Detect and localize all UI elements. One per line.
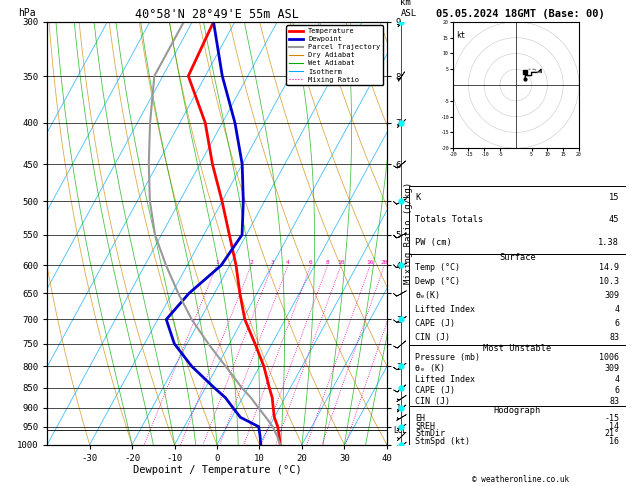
Text: 4: 4 xyxy=(615,375,620,384)
Bar xyxy=(409,345,626,406)
Text: -15: -15 xyxy=(604,415,620,423)
Text: LCL: LCL xyxy=(394,426,408,435)
Text: 6: 6 xyxy=(615,319,620,328)
Text: kt: kt xyxy=(456,31,465,40)
Text: CIN (J): CIN (J) xyxy=(415,333,450,342)
Text: θₑ(K): θₑ(K) xyxy=(415,291,440,300)
Text: 1006: 1006 xyxy=(599,353,620,362)
Text: CIN (J): CIN (J) xyxy=(415,397,450,405)
Text: 4: 4 xyxy=(286,260,290,265)
Text: Dewp (°C): Dewp (°C) xyxy=(415,278,460,286)
Text: StmSpd (kt): StmSpd (kt) xyxy=(415,436,470,446)
Text: 4: 4 xyxy=(615,305,620,314)
Text: © weatheronline.co.uk: © weatheronline.co.uk xyxy=(472,474,569,484)
Text: 3: 3 xyxy=(270,260,274,265)
Text: 1.38: 1.38 xyxy=(598,238,620,247)
Text: 10: 10 xyxy=(337,260,345,265)
Text: 309: 309 xyxy=(604,364,620,373)
Text: 8: 8 xyxy=(326,260,330,265)
Y-axis label: Mixing Ratio (g/kg): Mixing Ratio (g/kg) xyxy=(404,182,413,284)
Text: Totals Totals: Totals Totals xyxy=(415,215,484,224)
Text: 21°: 21° xyxy=(604,429,620,438)
Text: θₑ (K): θₑ (K) xyxy=(415,364,445,373)
Text: 45: 45 xyxy=(609,215,620,224)
Bar xyxy=(409,254,626,345)
Bar xyxy=(409,406,626,445)
Text: CAPE (J): CAPE (J) xyxy=(415,386,455,395)
Text: 15: 15 xyxy=(609,193,620,202)
Text: 6: 6 xyxy=(309,260,313,265)
Text: 16: 16 xyxy=(367,260,374,265)
Text: 83: 83 xyxy=(610,397,620,405)
Text: Pressure (mb): Pressure (mb) xyxy=(415,353,481,362)
Text: SREH: SREH xyxy=(415,422,435,431)
Text: Hodograph: Hodograph xyxy=(494,406,541,416)
Text: 1: 1 xyxy=(215,260,219,265)
Text: StmDir: StmDir xyxy=(415,429,445,438)
Text: 20: 20 xyxy=(381,260,388,265)
Text: K: K xyxy=(415,193,421,202)
Text: 83: 83 xyxy=(610,333,620,342)
Text: 6: 6 xyxy=(615,386,620,395)
Text: PW (cm): PW (cm) xyxy=(415,238,452,247)
Text: EH: EH xyxy=(415,415,425,423)
Text: km
ASL: km ASL xyxy=(401,0,416,17)
Text: Most Unstable: Most Unstable xyxy=(483,344,552,353)
Text: Temp (°C): Temp (°C) xyxy=(415,263,460,273)
Text: Lifted Index: Lifted Index xyxy=(415,305,476,314)
Legend: Temperature, Dewpoint, Parcel Trajectory, Dry Adiabat, Wet Adiabat, Isotherm, Mi: Temperature, Dewpoint, Parcel Trajectory… xyxy=(286,25,383,86)
Text: 16: 16 xyxy=(610,436,620,446)
Text: 2: 2 xyxy=(249,260,253,265)
Text: 05.05.2024 18GMT (Base: 00): 05.05.2024 18GMT (Base: 00) xyxy=(436,9,605,19)
Text: 14.9: 14.9 xyxy=(599,263,620,273)
Text: Lifted Index: Lifted Index xyxy=(415,375,476,384)
Text: 309: 309 xyxy=(604,291,620,300)
X-axis label: Dewpoint / Temperature (°C): Dewpoint / Temperature (°C) xyxy=(133,466,301,475)
Text: Surface: Surface xyxy=(499,253,536,261)
Text: CAPE (J): CAPE (J) xyxy=(415,319,455,328)
Text: hPa: hPa xyxy=(18,8,36,17)
Text: 14: 14 xyxy=(610,422,620,431)
Title: 40°58'N 28°49'E 55m ASL: 40°58'N 28°49'E 55m ASL xyxy=(135,8,299,21)
Text: 10.3: 10.3 xyxy=(599,278,620,286)
Bar xyxy=(409,186,626,254)
